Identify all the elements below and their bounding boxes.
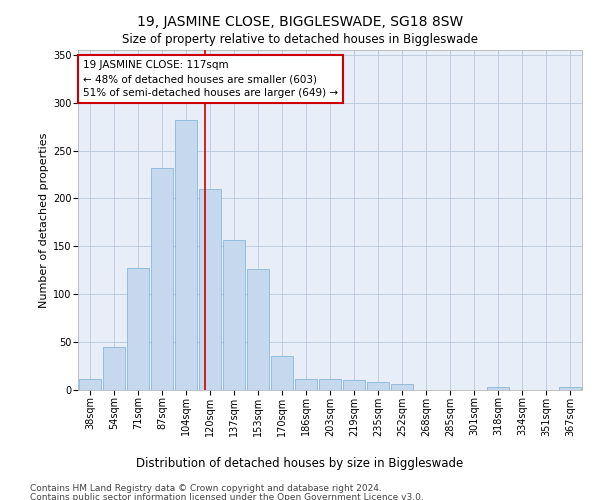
Bar [247,270,269,390]
Bar [199,189,221,390]
Text: Size of property relative to detached houses in Biggleswade: Size of property relative to detached ho… [122,32,478,46]
Bar [391,384,413,390]
Text: 19, JASMINE CLOSE, BIGGLESWADE, SG18 8SW: 19, JASMINE CLOSE, BIGGLESWADE, SG18 8SW [137,15,463,29]
Bar [343,380,365,390]
Bar [319,380,341,390]
Text: Contains public sector information licensed under the Open Government Licence v3: Contains public sector information licen… [30,492,424,500]
Text: Contains HM Land Registry data © Crown copyright and database right 2024.: Contains HM Land Registry data © Crown c… [30,484,382,493]
Bar [367,382,389,390]
Bar [79,378,101,390]
Bar [487,387,509,390]
Bar [559,387,581,390]
Bar [223,240,245,390]
Bar [295,380,317,390]
Text: 19 JASMINE CLOSE: 117sqm
← 48% of detached houses are smaller (603)
51% of semi-: 19 JASMINE CLOSE: 117sqm ← 48% of detach… [83,60,338,98]
Bar [271,356,293,390]
Text: Distribution of detached houses by size in Biggleswade: Distribution of detached houses by size … [136,458,464,470]
Y-axis label: Number of detached properties: Number of detached properties [39,132,49,308]
Bar [127,268,149,390]
Bar [103,347,125,390]
Bar [151,168,173,390]
Bar [175,120,197,390]
